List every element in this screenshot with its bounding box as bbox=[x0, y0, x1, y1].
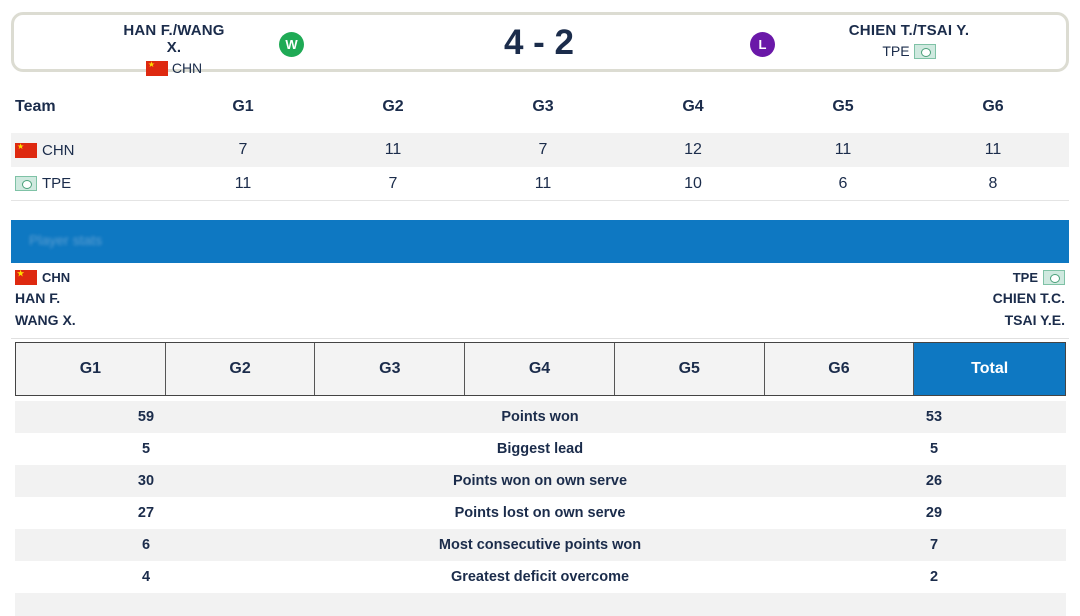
banner-title: Player stats bbox=[29, 232, 103, 248]
table-header-row: Team G1 G2 G3 G4 G5 G6 bbox=[11, 88, 1069, 126]
stat-left-value: 6 bbox=[141, 537, 151, 553]
stat-label: Points lost on own serve bbox=[454, 505, 626, 521]
team-cell: TPE bbox=[15, 167, 71, 200]
header-g2: G2 bbox=[382, 98, 404, 115]
stat-row-empty bbox=[15, 593, 1066, 616]
win-badge: W bbox=[279, 32, 304, 57]
right-players-nat: TPE bbox=[993, 270, 1065, 285]
stat-left-value: 30 bbox=[137, 473, 155, 489]
left-players-nat: CHN bbox=[15, 268, 76, 285]
tab-g4[interactable]: G4 bbox=[465, 343, 615, 395]
left-players: CHN HAN F. WANG X. bbox=[15, 268, 76, 328]
score-cell: 7 bbox=[388, 174, 398, 192]
header-g1: G1 bbox=[232, 98, 254, 115]
stat-right-value: 53 bbox=[925, 409, 943, 425]
tab-g1[interactable]: G1 bbox=[16, 343, 166, 395]
team-left: HAN F./WANG X. CHN bbox=[114, 22, 234, 76]
right-players: TPE CHIEN T.C. TSAI Y.E. bbox=[993, 270, 1065, 328]
stat-row: 6 Most consecutive points won 7 bbox=[15, 529, 1066, 561]
tab-g6[interactable]: G6 bbox=[764, 343, 915, 395]
chn-flag-icon bbox=[15, 141, 37, 158]
chn-flag-icon bbox=[145, 59, 168, 76]
tpe-flag-icon bbox=[1043, 270, 1065, 285]
right-nationality: TPE bbox=[839, 43, 979, 59]
left-nationality: CHN bbox=[114, 59, 234, 76]
player-name: CHIEN T.C. bbox=[992, 290, 1065, 306]
score-cell: 6 bbox=[838, 174, 848, 192]
stat-label: Most consecutive points won bbox=[438, 537, 642, 553]
score-cell: 7 bbox=[538, 141, 548, 158]
table-row: CHN 7 11 7 12 11 11 bbox=[11, 133, 1069, 167]
loss-badge: L bbox=[750, 32, 775, 57]
stat-right-value: 29 bbox=[925, 505, 943, 521]
header-g4: G4 bbox=[682, 98, 704, 115]
stat-row: 27 Points lost on own serve 29 bbox=[15, 497, 1066, 529]
header-team: Team bbox=[15, 98, 56, 115]
player-name: HAN F. bbox=[15, 290, 61, 306]
right-pair-name: CHIEN T./TSAI Y. bbox=[848, 22, 970, 39]
stat-label: Greatest deficit overcome bbox=[450, 569, 630, 585]
team-cell: CHN bbox=[15, 133, 75, 167]
stat-left-value: 4 bbox=[141, 569, 151, 585]
score-cell: 7 bbox=[238, 141, 248, 158]
left-nat-code: CHN bbox=[171, 60, 203, 76]
score-cell: 10 bbox=[684, 174, 702, 192]
team-code: TPE bbox=[42, 175, 72, 192]
nat-code: TPE bbox=[1012, 270, 1038, 285]
tab-g3[interactable]: G3 bbox=[315, 343, 466, 395]
stat-row: 5 Biggest lead 5 bbox=[15, 433, 1066, 465]
stat-label: Points won on own serve bbox=[452, 473, 628, 489]
stat-right-value: 7 bbox=[929, 537, 939, 553]
score-cell: 11 bbox=[534, 174, 552, 192]
score-cell: 12 bbox=[684, 141, 702, 158]
player-stats-banner: Player stats bbox=[11, 220, 1069, 263]
header-g3: G3 bbox=[532, 98, 554, 115]
score-cell: 11 bbox=[234, 174, 252, 192]
section-divider bbox=[11, 338, 1069, 339]
score-cell: 11 bbox=[384, 141, 402, 158]
team-code: CHN bbox=[42, 141, 75, 159]
match-stats: 59 Points won 53 5 Biggest lead 5 30 Poi… bbox=[15, 401, 1066, 616]
tpe-flag-icon bbox=[15, 176, 37, 191]
stat-label: Points won bbox=[501, 409, 579, 425]
nat-code: CHN bbox=[42, 270, 71, 285]
player-name: TSAI Y.E. bbox=[1004, 312, 1065, 328]
stat-row: 30 Points won on own serve 26 bbox=[15, 465, 1066, 497]
score-cell: 11 bbox=[834, 141, 852, 158]
stat-right-value: 26 bbox=[925, 473, 943, 489]
stat-label: Biggest lead bbox=[496, 441, 584, 457]
score-cell: 11 bbox=[984, 141, 1002, 158]
tpe-flag-icon bbox=[913, 43, 936, 59]
stat-left-value: 27 bbox=[137, 505, 155, 521]
stat-row: 59 Points won 53 bbox=[15, 401, 1066, 433]
game-tabs: G1 G2 G3 G4 G5 G6 Total bbox=[15, 342, 1066, 396]
table-row: TPE 11 7 11 10 6 8 bbox=[11, 167, 1069, 201]
stat-right-value: 2 bbox=[929, 569, 939, 585]
match-score: 4 - 2 bbox=[503, 23, 575, 62]
header-g6: G6 bbox=[982, 98, 1004, 115]
stat-right-value: 5 bbox=[929, 441, 939, 457]
left-pair-name: HAN F./WANG X. bbox=[123, 22, 225, 56]
stat-left-value: 5 bbox=[141, 441, 151, 457]
stat-left-value: 59 bbox=[137, 409, 155, 425]
stat-row: 4 Greatest deficit overcome 2 bbox=[15, 561, 1066, 593]
chn-flag-icon bbox=[15, 268, 37, 285]
right-nat-code: TPE bbox=[882, 43, 910, 59]
score-cell: 8 bbox=[988, 174, 998, 192]
team-right: CHIEN T./TSAI Y. TPE bbox=[839, 22, 979, 59]
header-g5: G5 bbox=[832, 98, 854, 115]
tab-g5[interactable]: G5 bbox=[614, 343, 765, 395]
tab-g2[interactable]: G2 bbox=[165, 343, 316, 395]
tab-total[interactable]: Total bbox=[914, 343, 1066, 395]
match-scoreboard: HAN F./WANG X. CHN W 4 - 2 L CHIEN T./TS… bbox=[11, 12, 1069, 76]
player-name: WANG X. bbox=[15, 312, 76, 328]
